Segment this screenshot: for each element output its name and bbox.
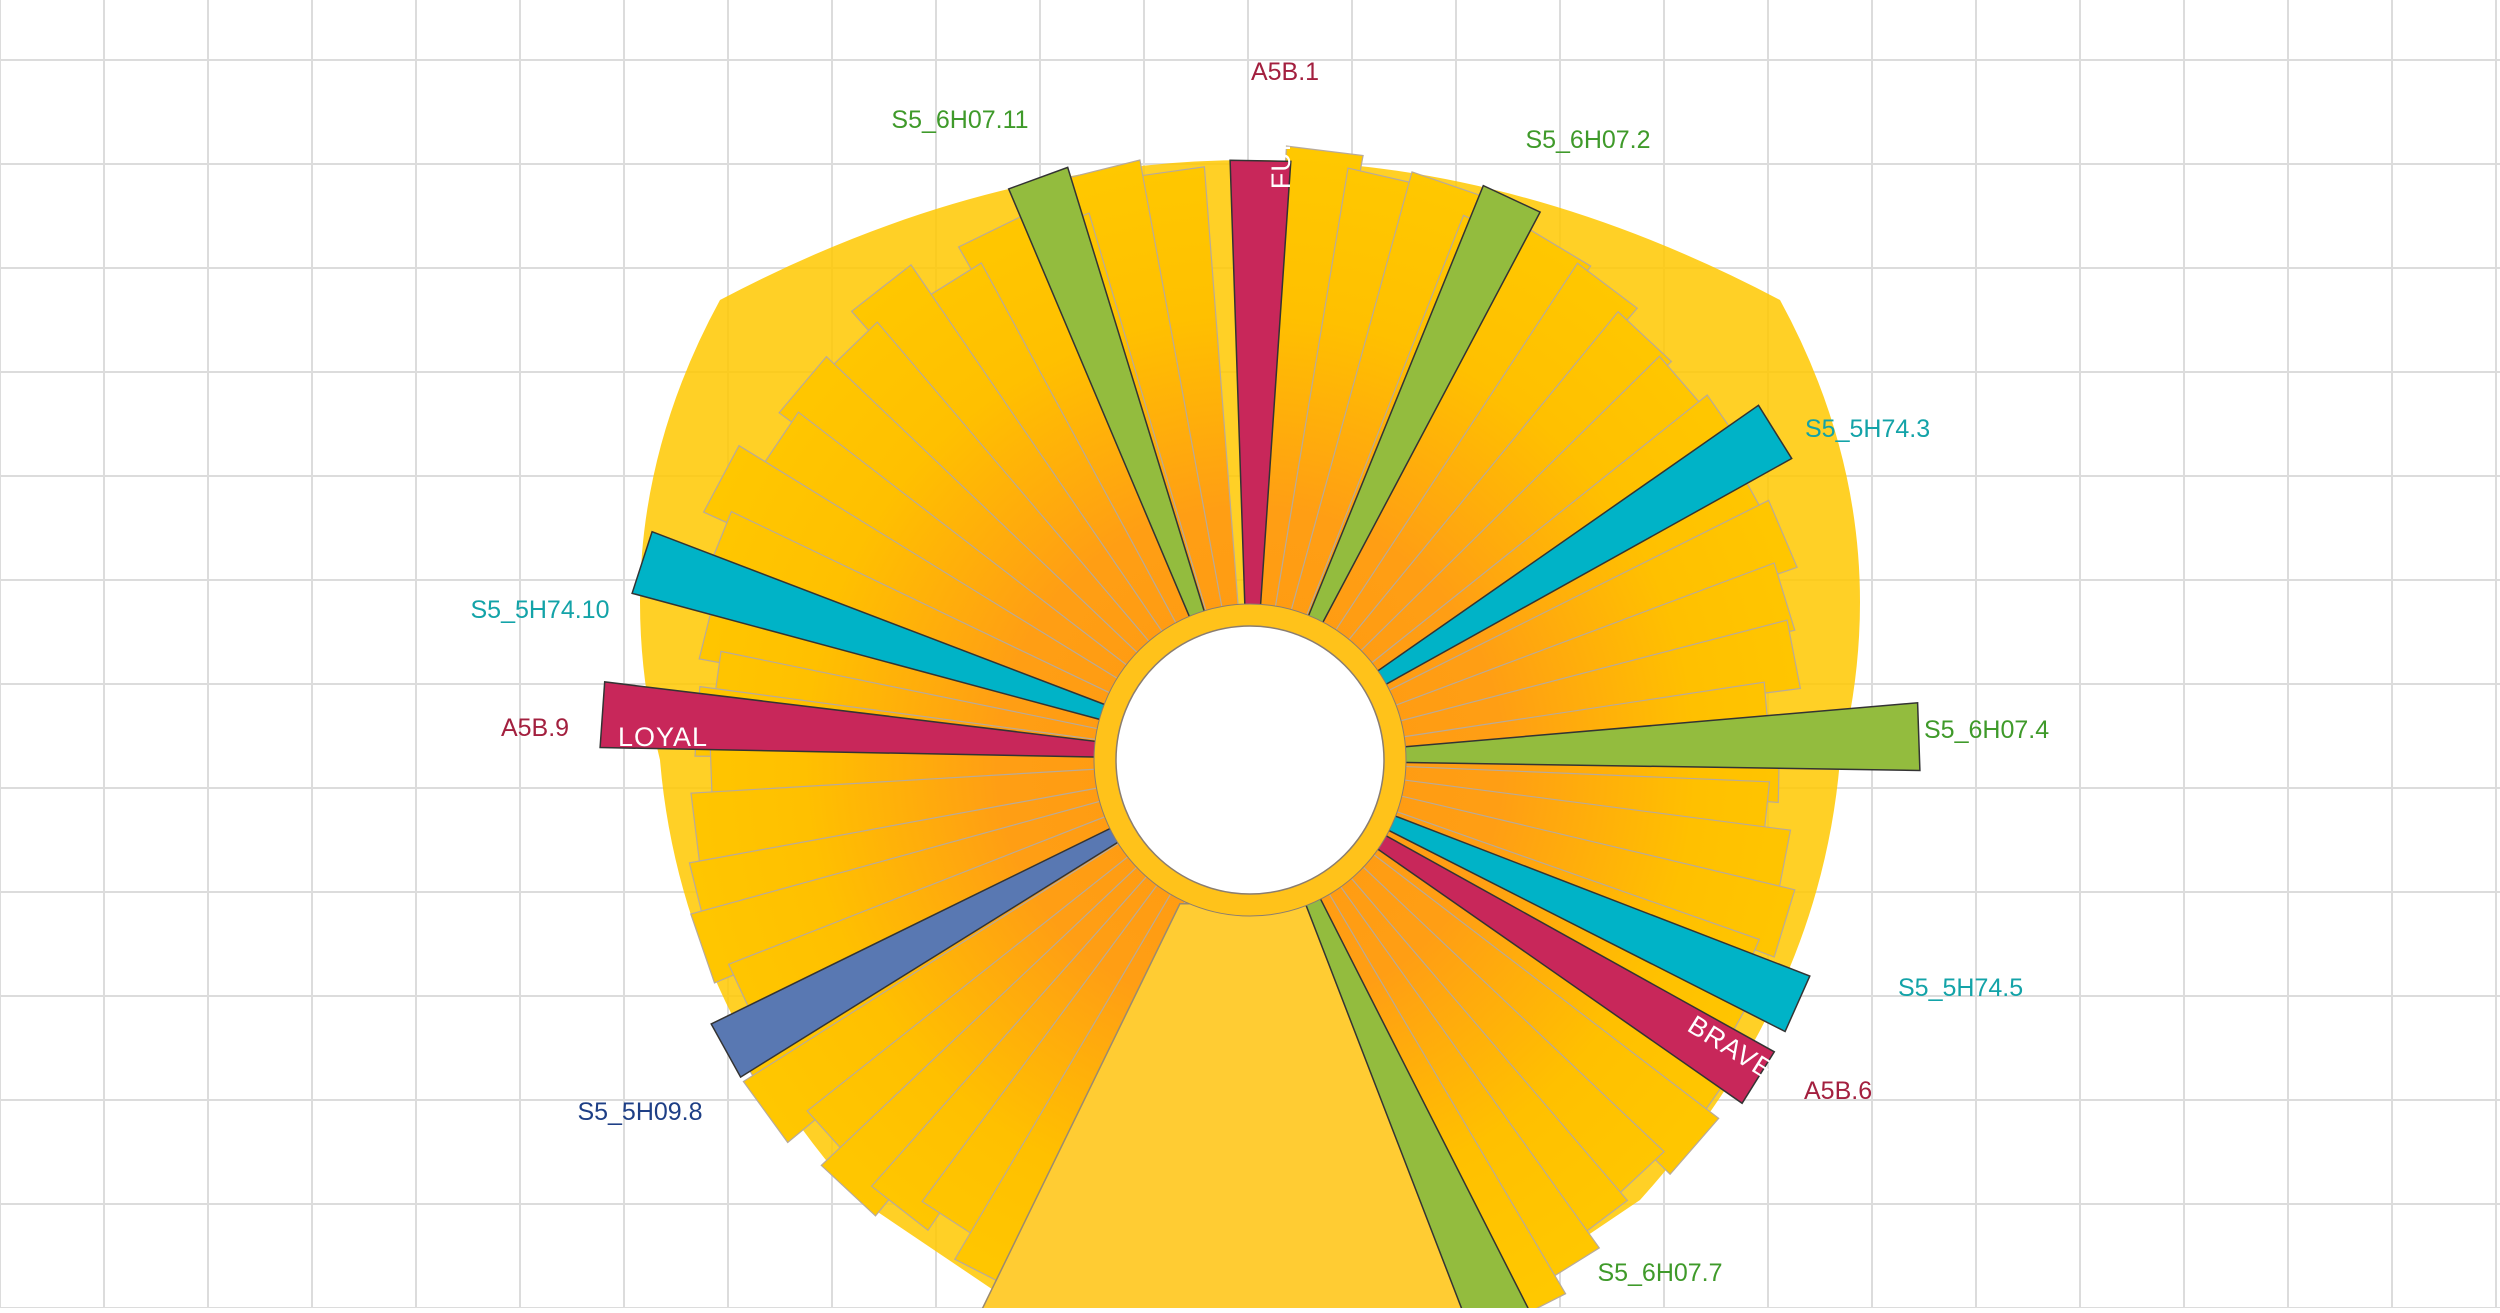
outer-ring-edge xyxy=(1093,603,1407,917)
inner-ring xyxy=(1094,604,1406,916)
bar-label: S5_6H07.11 xyxy=(891,106,1028,134)
inner-rings xyxy=(1093,603,1407,917)
bar-label: A5B.1 xyxy=(1251,58,1319,86)
bar-label: S5_5H74.3 xyxy=(1805,415,1930,443)
bar-label: S5_6H07.7 xyxy=(1597,1259,1722,1287)
bar-label: S5_5H74.5 xyxy=(1898,974,2023,1002)
bar-label: S5_6H07.2 xyxy=(1525,126,1650,154)
bar-inner-label: LOYAL xyxy=(618,722,708,752)
bar-label: S5_6H07.4 xyxy=(1924,716,2049,744)
bar-label: A5B.9 xyxy=(501,714,569,742)
bar-inner-label: FUN xyxy=(1266,131,1296,190)
bar-label: A5B.6 xyxy=(1804,1077,1872,1105)
bar-label: S5_5H74.10 xyxy=(470,596,609,624)
center-hole xyxy=(1115,625,1385,895)
bar-label: S5_5H09.8 xyxy=(577,1098,702,1126)
highlight-bar-group xyxy=(599,159,1921,1313)
